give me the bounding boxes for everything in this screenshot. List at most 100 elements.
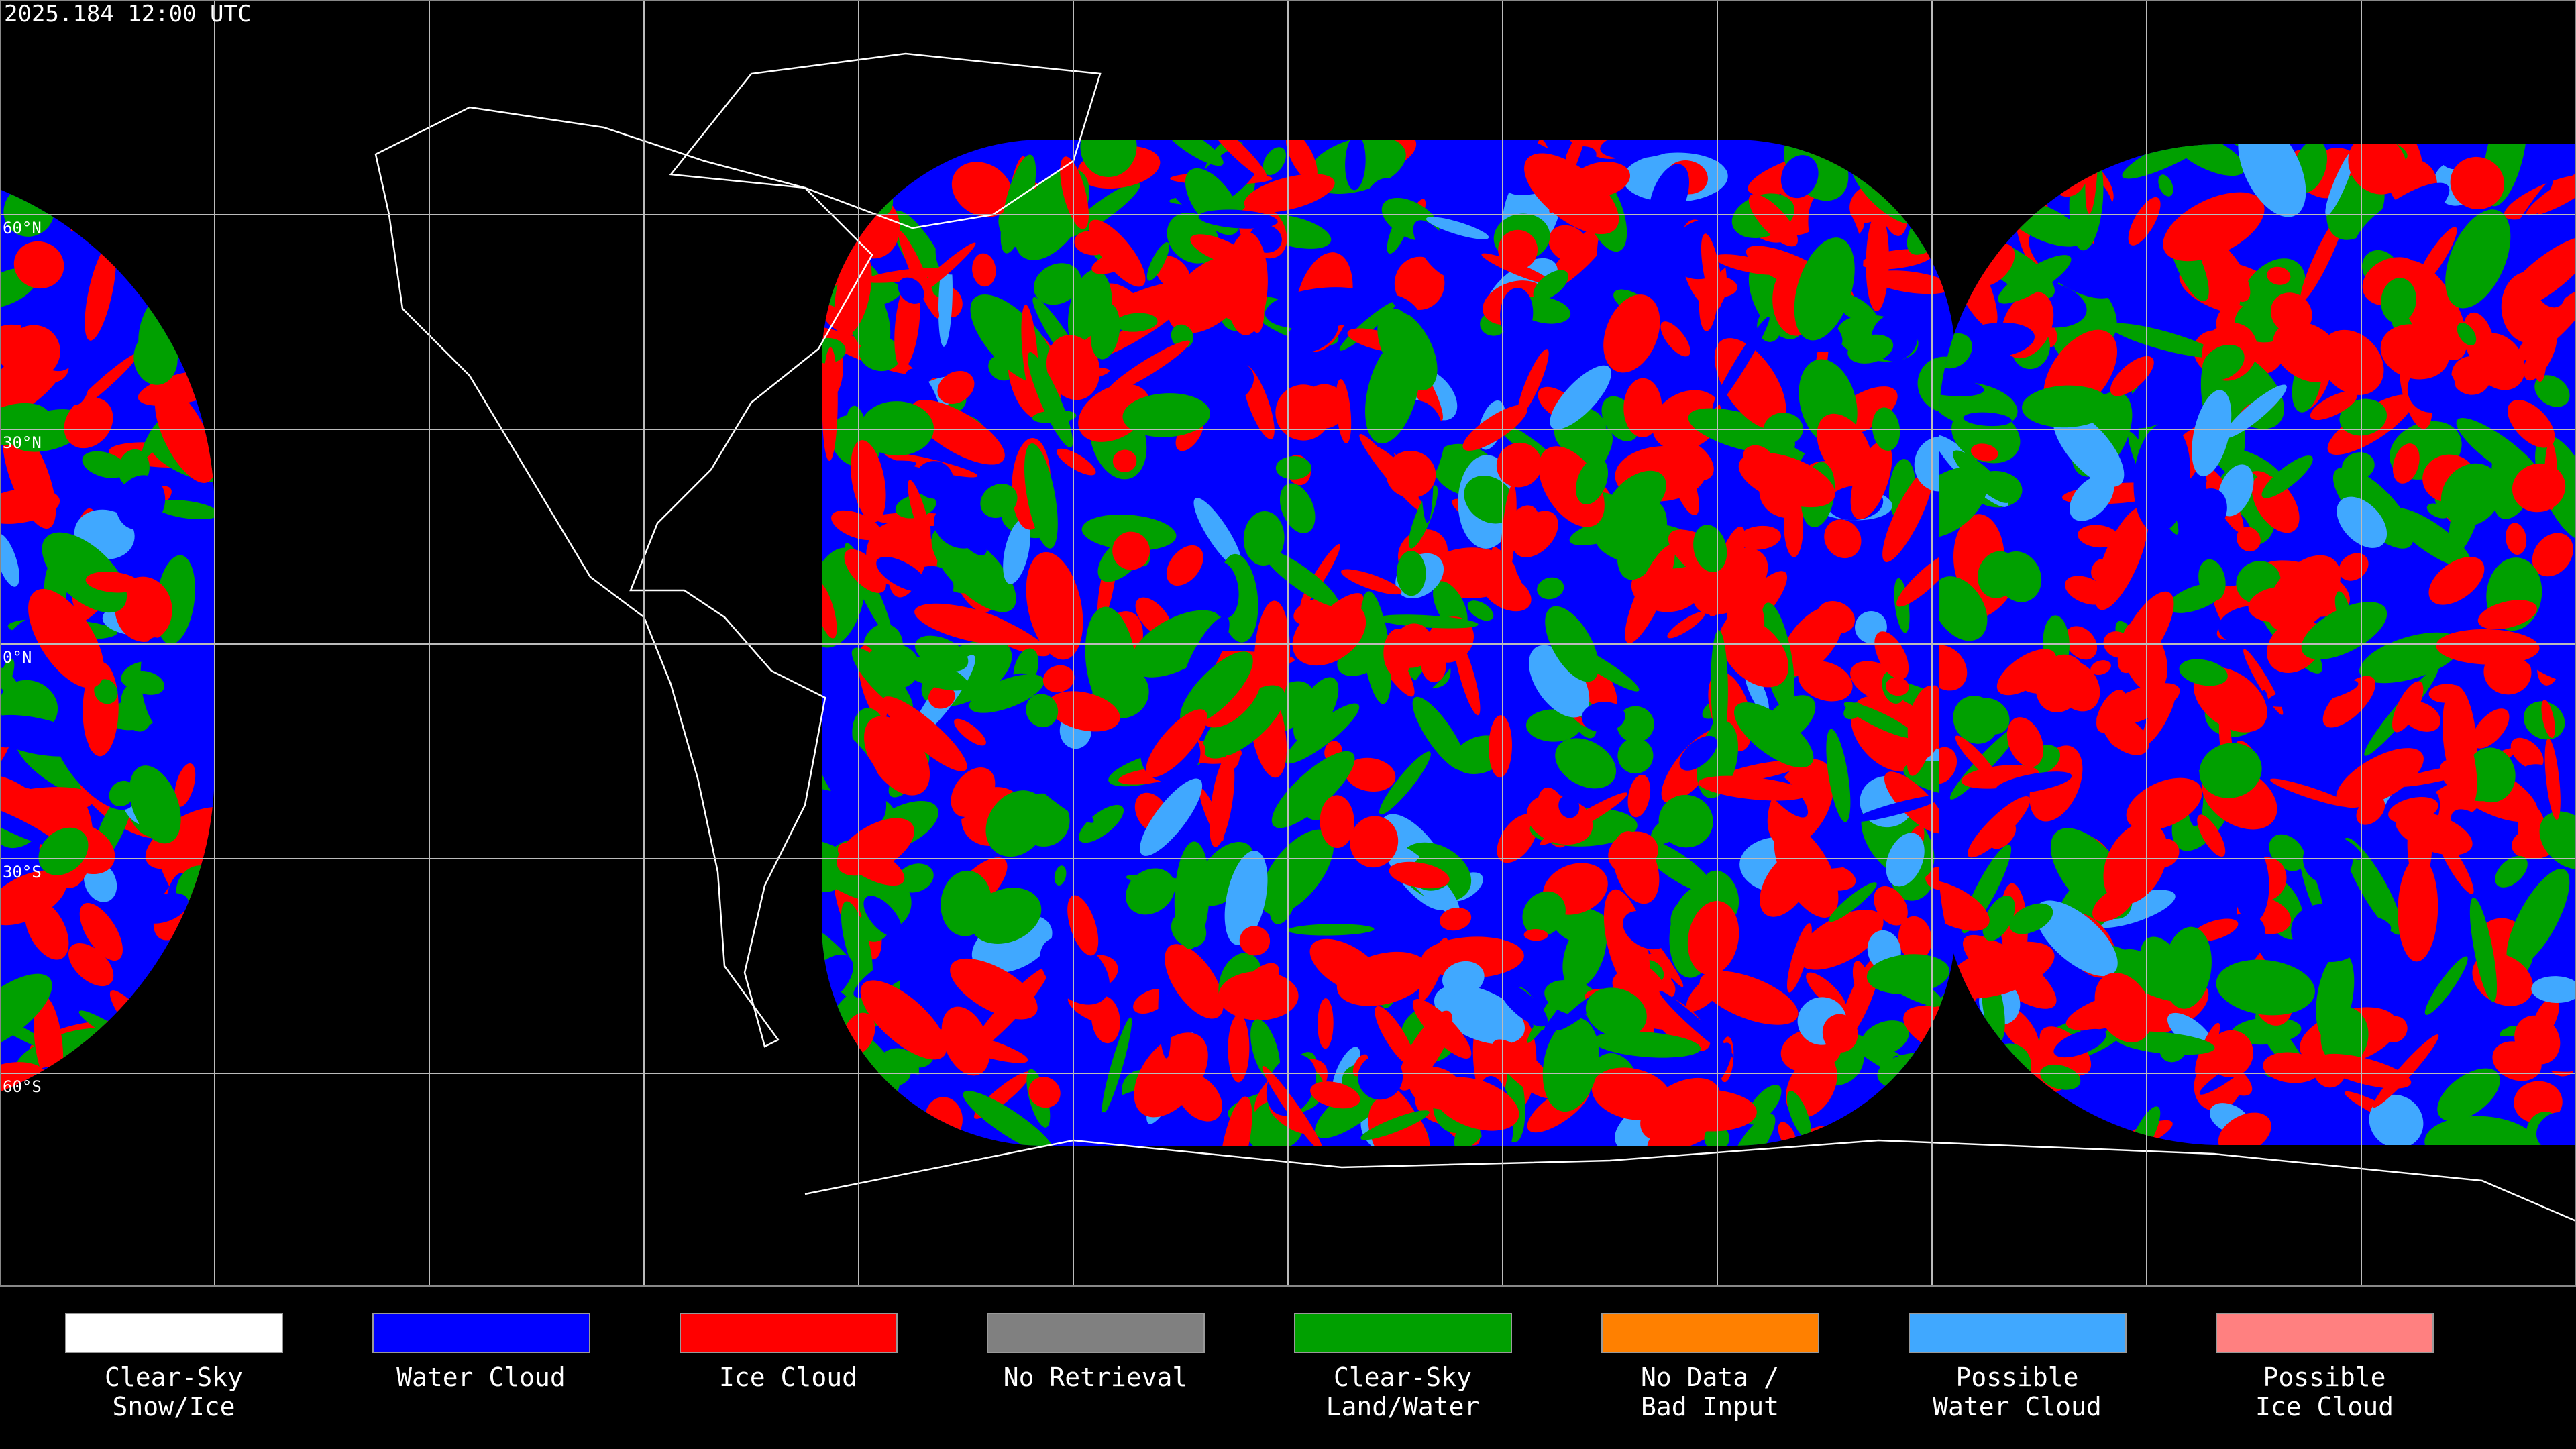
cloud-patch <box>2283 716 2327 770</box>
cloud-patch <box>1266 1055 1317 1116</box>
cloud-patch <box>1171 912 1207 948</box>
cloud-patch <box>2233 843 2269 923</box>
cloud-patch <box>2124 363 2200 429</box>
cloud-patch <box>1500 484 1517 589</box>
satellite-disk <box>822 140 1955 1146</box>
cloud-patch <box>914 461 954 499</box>
map-frame <box>0 0 2576 1287</box>
cloud-patch <box>1140 778 1203 856</box>
cloud-patch <box>2110 356 2154 396</box>
cloud-patch <box>1026 551 1083 660</box>
cloud-patch <box>2199 743 2262 798</box>
cloud-patch <box>2091 559 2109 581</box>
cloud-patch <box>860 401 934 456</box>
cloud-patch <box>2477 600 2537 630</box>
cloud-patch <box>2451 356 2491 395</box>
cloud-patch <box>1513 511 1558 557</box>
cloud-patch <box>1743 445 1772 469</box>
cloud-patch <box>950 958 1038 1020</box>
cloud-patch <box>2121 621 2168 693</box>
cloud-patch <box>937 370 975 405</box>
cloud-patch <box>1155 256 1191 291</box>
cloud-patch <box>1737 525 1781 550</box>
cloud-patch <box>2428 684 2463 703</box>
cloud-patch <box>1146 242 1169 281</box>
cloud-patch <box>1320 795 1354 849</box>
cloud-patch <box>841 901 873 985</box>
cloud-patch <box>2506 523 2527 555</box>
cloud-patch <box>1968 796 2031 858</box>
cloud-patch <box>1497 814 1538 863</box>
cloud-patch <box>863 896 902 937</box>
cloud-patch <box>1898 916 1932 961</box>
legend-label: Possible <box>2263 1362 2385 1392</box>
cloud-patch <box>1555 738 1617 789</box>
cloud-patch <box>837 842 905 886</box>
cloud-patch <box>1496 442 1542 488</box>
cloud-patch <box>1099 1112 1138 1144</box>
cloud-patch <box>0 775 66 843</box>
cloud-patch <box>1613 831 1660 904</box>
cloud-patch <box>1489 715 1512 778</box>
cloud-patch <box>1394 256 1445 310</box>
cloud-patch <box>1387 205 1412 254</box>
cloud-patch <box>2197 814 2226 857</box>
cloud-patch <box>2192 390 2232 477</box>
cloud-patch <box>951 767 996 817</box>
cloud-patch <box>1939 576 1988 641</box>
cloud-patch <box>1996 551 2042 602</box>
cloud-patch <box>1939 645 1968 691</box>
cloud-patch <box>1592 1031 1701 1058</box>
cloud-patch <box>1377 308 1438 390</box>
cloud-patch <box>1659 991 1734 1058</box>
cloud-patch <box>1996 771 2072 794</box>
cloud-patch <box>1054 865 1067 885</box>
cloud-patch <box>1383 628 1413 678</box>
cloud-patch <box>2054 661 2100 712</box>
legend-label: Snow/Ice <box>112 1392 235 1421</box>
cloud-patch <box>2541 700 2555 738</box>
legend-swatch <box>987 1313 1205 1353</box>
lat-label: 30°S <box>3 863 42 881</box>
cloud-patch <box>2094 973 2153 1043</box>
cloud-patch <box>882 696 967 771</box>
cloud-patch <box>1600 140 1685 159</box>
cloud-patch <box>2322 676 2375 728</box>
legend-swatch <box>1909 1313 2127 1353</box>
cloud-patch <box>1548 225 1589 262</box>
satellite-disk <box>1939 144 2576 1145</box>
cloud-patch <box>1074 231 1110 256</box>
cloud-patch <box>1660 321 1690 357</box>
cloud-patch <box>980 484 1018 518</box>
cloud-patch <box>2356 796 2385 825</box>
cloud-patch <box>822 581 837 639</box>
cloud-patch <box>1623 910 1669 950</box>
cloud-patch <box>2495 855 2528 888</box>
cloud-patch <box>1659 1089 1757 1132</box>
cloud-patch <box>1202 685 1285 759</box>
legend-label: Water Cloud <box>1933 1392 2102 1421</box>
cloud-patch <box>2436 629 2540 665</box>
cloud-patch <box>1033 263 1081 305</box>
cloud-patch <box>2492 1041 2542 1081</box>
cloud-patch <box>2291 904 2364 962</box>
cloud-patch <box>1345 757 1396 792</box>
cloud-patch <box>898 277 924 304</box>
cloud-patch <box>1260 829 1334 915</box>
cloud-patch <box>94 679 118 704</box>
cloud-patch <box>931 527 1016 612</box>
cloud-patch <box>2078 525 2119 548</box>
cloud-patch <box>1275 456 1311 480</box>
cloud-patch <box>2437 1068 2500 1122</box>
cloud-patch <box>128 670 165 695</box>
cloud-patch <box>963 1091 1054 1146</box>
cloud-patch <box>79 902 123 961</box>
cloud-patch <box>1462 405 1527 451</box>
cloud-patch <box>64 397 113 449</box>
cloud-patch <box>954 718 986 746</box>
cloud-patch <box>1336 379 1352 443</box>
cloud-patch <box>1797 910 1884 970</box>
cloud-patch <box>1727 588 1765 645</box>
cloud-patch <box>1102 1017 1132 1115</box>
cloud-patch <box>1193 498 1242 569</box>
